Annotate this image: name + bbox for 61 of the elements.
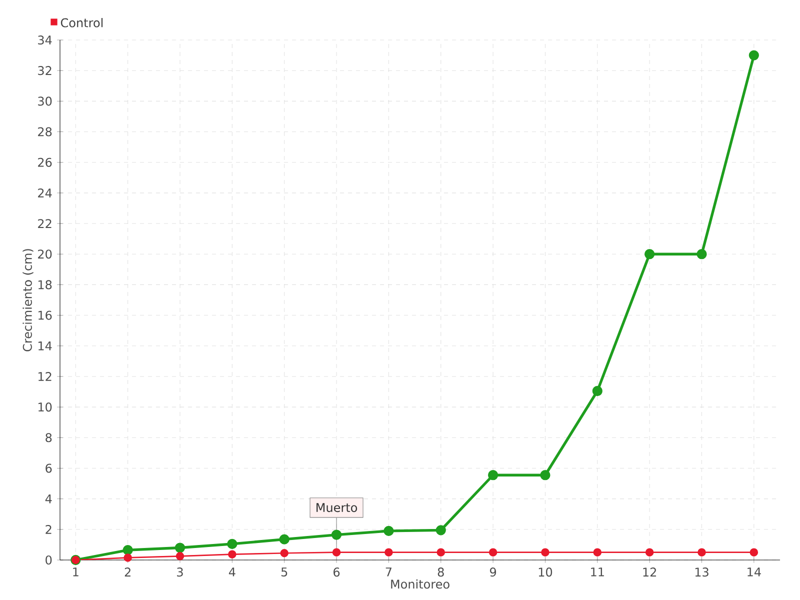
x-tick-label: 1	[73, 568, 78, 576]
x-tick-label: 2	[124, 568, 130, 576]
point	[384, 526, 394, 536]
x-tick-label: 4	[228, 568, 236, 576]
point	[280, 548, 288, 558]
y-tick-label: 12	[38, 372, 52, 381]
point	[592, 386, 602, 396]
y-tick-label: 0	[46, 555, 52, 565]
y-tick-label: 14	[38, 342, 52, 350]
y-tick-label: 2	[46, 524, 52, 534]
y-axis-title: Crecimiento (cm)	[22, 249, 34, 352]
x-axis-title: Monitoreo	[391, 579, 450, 589]
point	[331, 530, 342, 540]
y-tick-label: 24	[38, 188, 52, 198]
x-tick-label: 12	[643, 568, 656, 576]
y-tick-label: 22	[38, 219, 52, 228]
y-tick-label: 20	[38, 250, 52, 259]
point	[488, 470, 498, 480]
point	[750, 548, 758, 556]
point	[122, 544, 133, 556]
annotation: Muerto	[316, 503, 358, 512]
point	[748, 50, 759, 60]
y-tick-label: 26	[38, 158, 52, 167]
point	[436, 548, 446, 556]
point	[227, 538, 238, 550]
x-tick-label: 14	[748, 568, 761, 576]
point	[696, 249, 707, 260]
point	[541, 548, 550, 556]
x-tick-label: 8	[438, 568, 444, 577]
y-tick-label: 28	[38, 127, 52, 136]
point	[436, 525, 446, 536]
x-tick-label: 10	[538, 568, 552, 577]
x-tick-label: 11	[591, 568, 604, 576]
x-tick-label: 13	[695, 568, 708, 577]
point	[644, 249, 655, 260]
y-tick-label: 8	[46, 433, 52, 442]
y-tick-label: 18	[38, 280, 52, 290]
point	[384, 548, 393, 556]
x-tick-label: 6	[334, 568, 340, 577]
point	[176, 552, 184, 560]
y-tick-label: 10	[38, 402, 52, 412]
x-tick-label: 7	[386, 568, 392, 576]
x-tick-label: 9	[490, 568, 496, 577]
legend-label: Control	[60, 18, 103, 28]
point	[645, 548, 654, 556]
point	[698, 548, 706, 556]
y-tick-label: 30	[38, 96, 52, 106]
point	[279, 534, 290, 544]
y-tick-label: 4	[45, 494, 52, 504]
point	[488, 548, 498, 556]
point	[124, 554, 132, 562]
x-tick-label: 5	[281, 568, 288, 576]
point	[540, 470, 550, 480]
y-tick-label: 16	[38, 310, 52, 320]
x-tick-label: 3	[177, 568, 183, 577]
point	[593, 548, 602, 556]
y-tick-label: 6	[46, 464, 52, 473]
point	[174, 542, 186, 553]
y-tick-label: 34	[38, 35, 52, 45]
y-tick-label: 32	[38, 66, 52, 76]
point	[228, 550, 236, 558]
